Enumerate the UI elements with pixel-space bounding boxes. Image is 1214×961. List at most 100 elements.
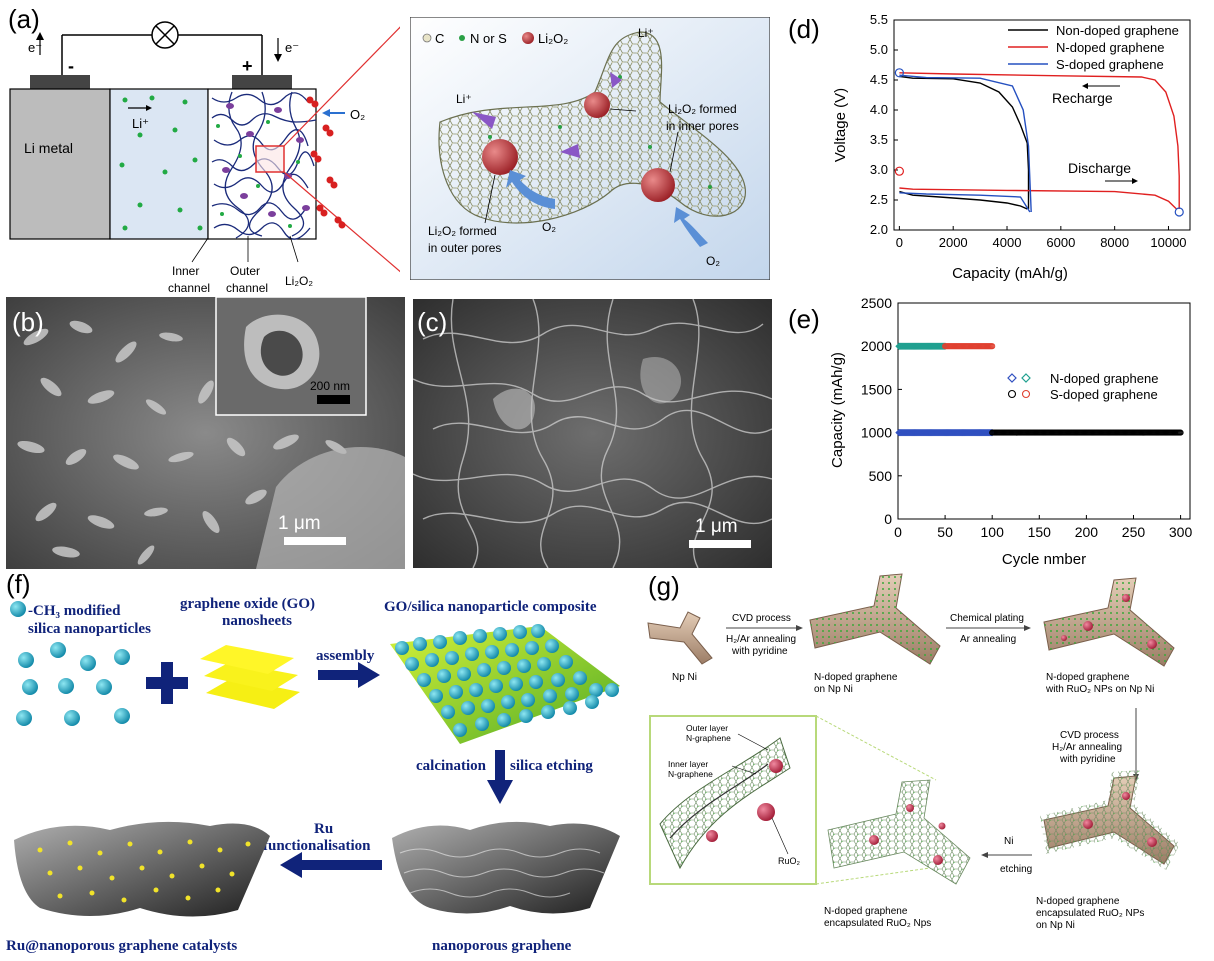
e-xtick-label: 0 [894,524,902,540]
minus-sign: - [68,56,74,76]
electrolyte-region [109,88,209,240]
panel-e-chart: (e) 0 50 100 150 200 250 300 0 500 1000 1500 2000 25… [788,295,1193,568]
d-series-1-discharge [899,187,1177,210]
legend-diamond-blue [1007,373,1017,383]
plus-sign: + [242,56,253,76]
panel-c-scale-label: 1 μm [695,516,738,537]
d-ytick-label: 2.5 [870,192,888,207]
cathode-dopant-dots [216,120,300,228]
panel-a-zoom: C N or S Li₂O₂ Li⁺ Li⁺ Li₂O₂ formed in i… [410,17,770,280]
legend-label-s-doped-e: S-doped graphene [1050,387,1158,402]
cvd2-label-3: with pyridine [1059,754,1116,765]
ru-catalyst-sheet [14,821,270,917]
outer-layer-label-2: N-graphene [686,733,731,743]
inset-scale-bar [317,395,350,404]
go-label-1: graphene oxide (GO) [180,596,315,612]
li2o2-outer-particle [482,139,518,175]
silica-label-2: silica nanoparticles [28,621,151,637]
panel-f-letter: (f) [6,569,31,599]
d-xtick-label: 6000 [1046,235,1075,250]
panel-d-letter: (d) [788,14,820,44]
lamp-icon [151,21,179,49]
li2o2-inner-particle-2 [641,168,675,202]
zoom-selection-box [255,145,285,173]
nanoporous-label: nanoporous graphene [432,938,572,954]
e-xtick-label: 300 [1169,524,1193,540]
li-metal-label: Li metal [24,140,73,156]
li-metal-block [9,88,111,240]
plating-label-2: Ar annealing [960,634,1016,645]
functionalisation-arrow [280,852,382,878]
zoom-legend: C N or S Li₂O₂ [422,31,568,46]
e-point-s1-g1 [989,343,996,350]
carbon-icon [422,33,432,43]
zoom-inner-label-1: Li₂O₂ formed [668,102,737,116]
ruo2-label-1: N-doped graphene [1046,672,1130,683]
inset-scale-label: 200 nm [310,379,350,393]
panel-e-ylabel: Capacity (mAh/g) [829,352,846,468]
panel-d-plot-frame [893,19,1191,231]
zoom-li-left: Li⁺ [456,92,472,106]
d-xtick-label: 4000 [993,235,1022,250]
d-start-marker-discharge [894,166,904,176]
panel-c-sem-image: (c) 1 μm [413,299,772,568]
ru-label-1: Ru [314,821,333,837]
panel-b-scale-bar [284,537,346,545]
ruo2-label-2: with RuO₂ NPs on Np Ni [1045,684,1154,695]
li2o2-label: Li₂O₂ [285,274,313,288]
d-xtick-label: 8000 [1100,235,1129,250]
li-flow-arrows [472,72,622,158]
e-ytick-label: 1500 [861,381,892,397]
dopant-icon [459,35,465,41]
zoom-o2-label-a: O₂ [542,220,556,234]
panel-a: (a) e⁻ e⁻ - + Li metal Li⁺ [8,4,400,295]
e-xtick-label: 50 [937,524,953,540]
composite-label: GO/silica nanoparticle composite [384,599,597,615]
e-xtick-label: 100 [981,524,1005,540]
o2-flow-arrows [506,170,708,247]
d-xtick-label: 10000 [1150,235,1186,250]
panel-d-ylabel: Voltage (V) [832,88,849,162]
d-xtick-label: 2000 [939,235,968,250]
recharge-annotation: Recharge [1052,90,1113,106]
d-ytick-label: 5.5 [870,12,888,27]
cvd2-label-1: CVD process [1060,730,1119,741]
d-ytick-label: 3.5 [870,132,888,147]
e-ytick-label: 2000 [861,338,892,354]
enc-ni-label-3: on Np Ni [1036,920,1075,931]
panel-e-letter: (e) [788,304,820,334]
plus-icon [146,662,188,704]
panel-g: (g) Np Ni CVD process H₂/Ar annealing wi… [647,571,1180,931]
panel-g-letter: (g) [648,571,680,601]
outer-layer-label-1: Outer layer [686,723,728,733]
d-series-2-charge [899,74,1032,213]
panel-d-chart: (d) 0 2000 4000 6000 8000 10000 2.0 2.5 3.0 3.5 4.… [788,12,1191,282]
legend-label-n-doped-e: N-doped graphene [1050,371,1158,386]
panel-b-letter: (b) [12,307,44,337]
legend-circle-red [1021,389,1031,399]
go-nanosheets [200,645,300,709]
cvd2-label-2: H₂/Ar annealing [1052,742,1122,753]
electron-label-right: e⁻ [285,40,299,55]
d-series-0-discharge [899,190,1028,210]
inset-ruo2-label: RuO₂ [778,856,801,866]
panel-e-xlabel: Cycle nmber [1002,551,1086,568]
silica-label-1: -CH₃ modified [28,603,121,619]
np-ni-structure [647,611,713,665]
composite-sheet [390,624,620,744]
e-xtick-label: 250 [1122,524,1146,540]
inner-channel-label-2: channel [168,281,210,295]
d-ytick-label: 5.0 [870,42,888,57]
go-label-2: nanosheets [222,613,292,629]
ndg-on-np-ni [809,573,941,665]
d-series-2-discharge [899,192,1031,213]
panel-d-legend: Non-doped graphene N-doped graphene S-do… [1008,23,1179,72]
nanoporous-graphene-sheet [392,821,620,914]
outer-channel-label-2: channel [226,281,268,295]
e-xtick-label: 200 [1075,524,1099,540]
legend-circle-black [1007,389,1017,399]
e-ytick-label: 2500 [861,295,892,311]
etching-arrow [487,750,513,804]
encapsulated-on-np-ni [1040,770,1180,870]
ndg-with-ruo2 [1043,577,1175,667]
